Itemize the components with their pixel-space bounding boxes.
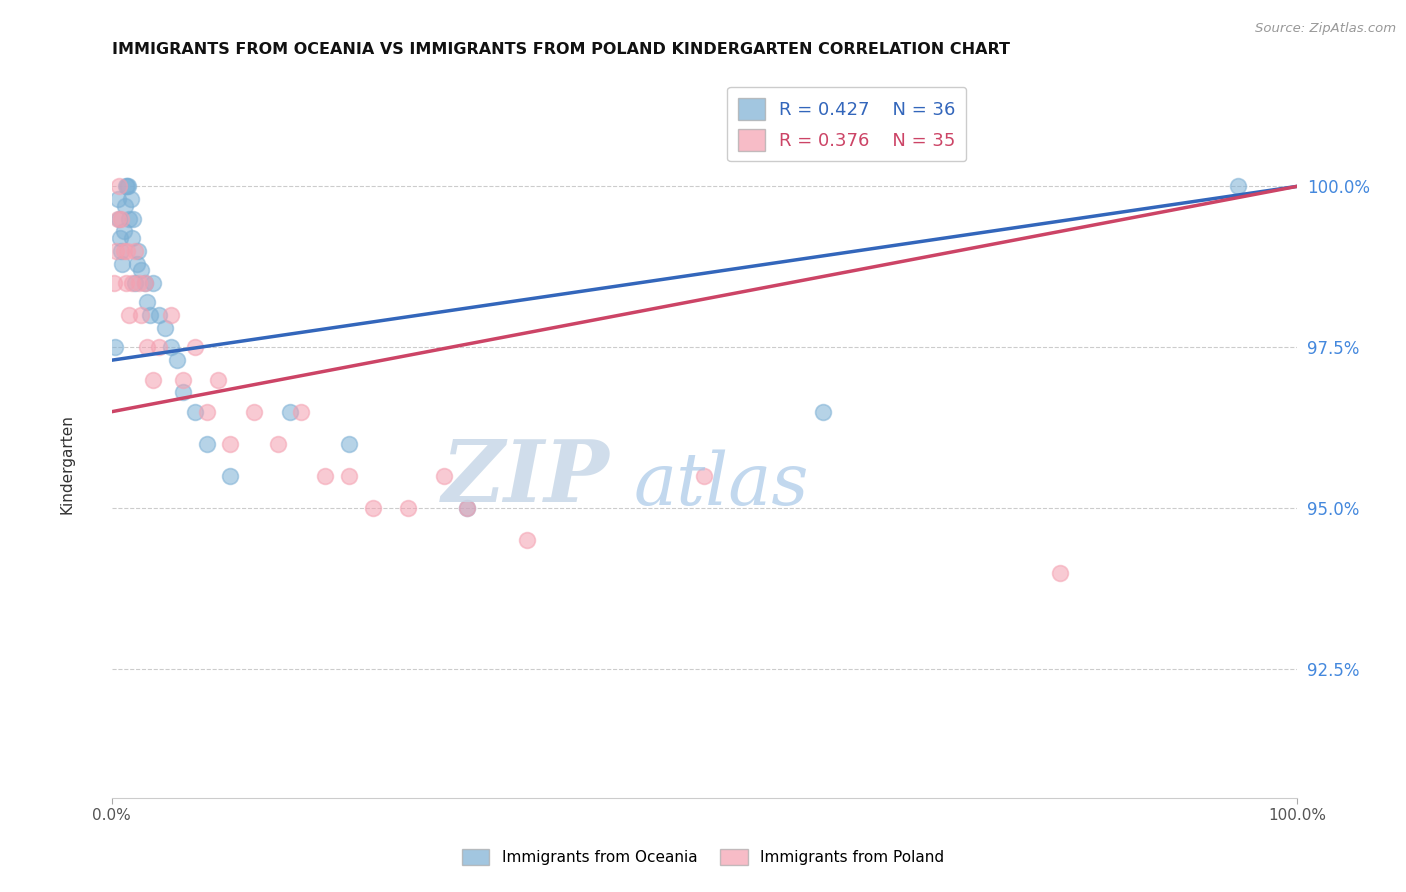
Point xyxy=(107,211,129,226)
Point xyxy=(103,276,125,290)
Point xyxy=(114,199,136,213)
Text: Source: ZipAtlas.com: Source: ZipAtlas.com xyxy=(1256,22,1396,36)
Point xyxy=(142,276,165,290)
Legend: Immigrants from Oceania, Immigrants from Poland: Immigrants from Oceania, Immigrants from… xyxy=(456,843,950,871)
Point xyxy=(811,405,834,419)
Point xyxy=(142,372,165,386)
Point xyxy=(183,340,205,354)
Point xyxy=(125,257,148,271)
Point xyxy=(219,437,242,451)
Point xyxy=(118,308,141,322)
Point xyxy=(108,179,131,194)
Point xyxy=(219,469,242,483)
Point xyxy=(107,192,129,206)
Point xyxy=(278,405,301,419)
Point xyxy=(433,469,456,483)
Point xyxy=(266,437,288,451)
Point xyxy=(121,231,143,245)
Point xyxy=(105,244,128,258)
Point xyxy=(112,224,135,238)
Point xyxy=(124,276,146,290)
Point xyxy=(160,340,183,354)
Point xyxy=(111,257,134,271)
Point xyxy=(127,244,149,258)
Point xyxy=(115,244,138,258)
Point xyxy=(110,244,132,258)
Point xyxy=(172,372,194,386)
Point xyxy=(115,276,138,290)
Point xyxy=(160,308,183,322)
Point xyxy=(115,179,138,194)
Point xyxy=(207,372,229,386)
Point xyxy=(128,276,150,290)
Point xyxy=(337,469,360,483)
Point xyxy=(117,179,139,194)
Text: IMMIGRANTS FROM OCEANIA VS IMMIGRANTS FROM POLAND KINDERGARTEN CORRELATION CHART: IMMIGRANTS FROM OCEANIA VS IMMIGRANTS FR… xyxy=(111,42,1010,57)
Legend: R = 0.427    N = 36, R = 0.376    N = 35: R = 0.427 N = 36, R = 0.376 N = 35 xyxy=(727,87,966,161)
Point xyxy=(516,533,538,548)
Text: atlas: atlas xyxy=(633,450,808,520)
Point xyxy=(112,244,135,258)
Point xyxy=(108,231,131,245)
Point xyxy=(104,340,127,354)
Point xyxy=(148,340,170,354)
Point xyxy=(195,405,218,419)
Point xyxy=(361,501,384,516)
Point xyxy=(118,211,141,226)
Point xyxy=(314,469,336,483)
Point xyxy=(153,321,176,335)
Text: Kindergarten: Kindergarten xyxy=(60,414,75,514)
Point xyxy=(1049,566,1071,580)
Point xyxy=(290,405,312,419)
Point xyxy=(172,385,194,400)
Point xyxy=(124,244,146,258)
Point xyxy=(337,437,360,451)
Point xyxy=(183,405,205,419)
Point xyxy=(195,437,218,451)
Point xyxy=(120,192,142,206)
Point xyxy=(136,340,159,354)
Point xyxy=(243,405,266,419)
Point xyxy=(693,469,716,483)
Point xyxy=(396,501,419,516)
Point xyxy=(456,501,478,516)
Point xyxy=(138,308,160,322)
Point xyxy=(108,211,131,226)
Point xyxy=(122,211,145,226)
Point xyxy=(456,501,478,516)
Point xyxy=(110,211,132,226)
Point xyxy=(121,276,143,290)
Point xyxy=(134,276,156,290)
Point xyxy=(134,276,156,290)
Text: ZIP: ZIP xyxy=(441,436,610,520)
Point xyxy=(131,263,153,277)
Point xyxy=(136,295,159,310)
Point xyxy=(1226,179,1249,194)
Point xyxy=(166,353,188,368)
Point xyxy=(131,308,153,322)
Point xyxy=(148,308,170,322)
Point xyxy=(115,179,138,194)
